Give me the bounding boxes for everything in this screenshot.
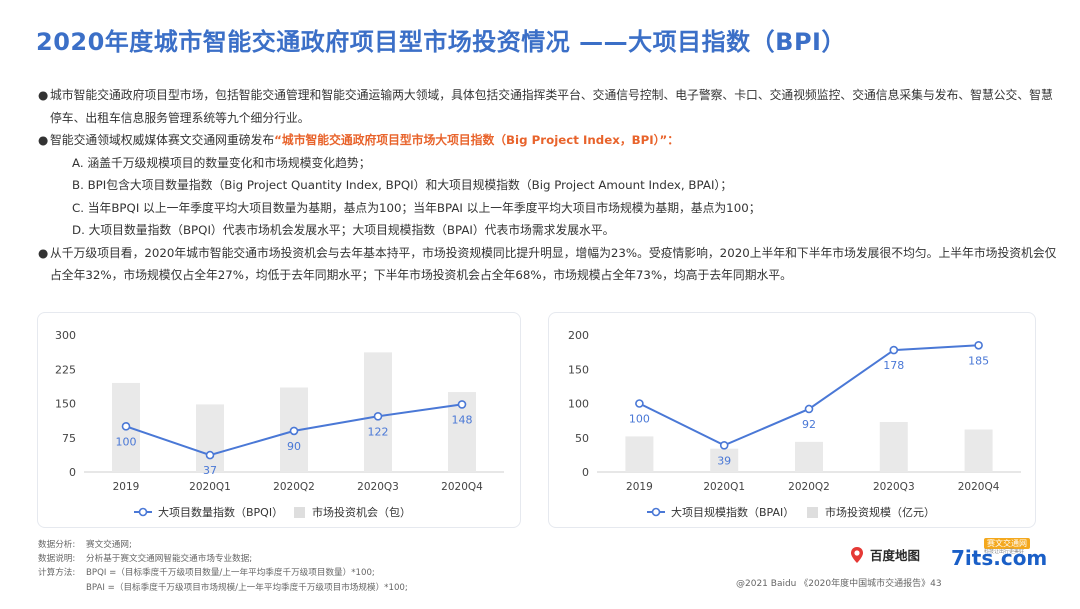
note-key: 数据分析: xyxy=(38,540,76,550)
bar xyxy=(196,404,224,472)
note-row: 数据说明: 分析基于赛文交通网智能交通市场专业数据; xyxy=(38,552,408,566)
data-label: 122 xyxy=(368,425,389,438)
data-label: 37 xyxy=(203,464,217,477)
sub-item-d: D. 大项目数量指数（BPQI）代表市场机会发展水平；大项目规模指数（BPAI）… xyxy=(72,223,615,237)
x-tick-label: 2019 xyxy=(113,481,140,493)
data-label: 92 xyxy=(802,418,816,431)
data-label: 185 xyxy=(968,354,989,367)
bar xyxy=(795,441,823,472)
y-tick-label: 150 xyxy=(568,363,589,376)
bullet-2-prefix: 智能交通领域权威媒体赛文交通网重磅发布 xyxy=(50,133,275,147)
data-point xyxy=(889,345,899,355)
legend-swatch-icon xyxy=(807,507,818,518)
data-label: 100 xyxy=(116,435,137,448)
x-tick-label: 2020Q1 xyxy=(189,481,231,493)
bullet-3-text: 从千万级项目看，2020年城市智能交通市场投资机会与去年基本持平，市场投资规模同… xyxy=(50,245,1057,283)
data-label: 178 xyxy=(883,359,904,372)
note-row: 计算方法: BPQI =（目标季度千万级项目数量/上一年平均季度千万级项目数量）*… xyxy=(38,566,408,580)
baidu-map-logo: 百度地图 xyxy=(848,545,920,564)
bullet-1-text: 城市智能交通政府项目型市场，包括智能交通管理和智能交通运输两大领域，具体包括交通… xyxy=(50,88,1053,125)
sevenits-badge: 赛文交通网 xyxy=(984,538,1030,549)
bullet-1: ● 城市智能交通政府项目型市场，包括智能交通管理和智能交通运输两大领域，具体包括… xyxy=(38,84,1058,129)
legend-marker-icon xyxy=(651,507,661,517)
data-label: 90 xyxy=(287,440,301,453)
bullet-2-highlight: “城市智能交通政府项目型市场大项目指数（Big Project Index，BP… xyxy=(274,133,680,147)
bar xyxy=(879,421,908,472)
y-tick-label: 100 xyxy=(568,398,589,411)
data-point xyxy=(635,399,644,408)
bullet-2: ● 智能交通领域权威媒体赛文交通网重磅发布“城市智能交通政府项目型市场大项目指数… xyxy=(38,129,1058,152)
note-key: 计算方法: xyxy=(38,568,76,579)
y-tick-label: 200 xyxy=(568,329,589,342)
bar xyxy=(625,436,654,472)
x-tick-label: 2020Q1 xyxy=(703,481,745,493)
note-row: BPAI =（目标季度千万级项目市场规模/上一年平均季度千万级项目市场规模）*1… xyxy=(38,581,408,595)
sub-item-b: B. BPI包含大项目数量指数（Big Project Quantity Ind… xyxy=(72,178,733,192)
baidu-logo-text: 百度地图 xyxy=(870,548,921,563)
x-tick-label: 2019 xyxy=(626,481,653,493)
data-label: 39 xyxy=(717,454,731,467)
bullet-dot-icon: ● xyxy=(38,245,49,260)
data-point xyxy=(373,411,383,421)
note-value: BPQI =（目标季度千万级项目数量/上一年平均季度千万级项目数量）*100; xyxy=(86,568,375,579)
chart-panel-bpai: 0 50 100 150 200 2019 2020Q1 2020Q2 2020Q3 2020Q4… xyxy=(548,312,1036,528)
x-tick-label: 2020Q3 xyxy=(873,481,915,493)
bullet-list: ● 城市智能交通政府项目型市场，包括智能交通管理和智能交通运输两大领域，具体包括… xyxy=(38,84,1058,287)
data-label: 148 xyxy=(452,413,473,426)
chart-panel-bpqi: 0 75 150 225 300 2019 2020Q1 2020Q2 2020Q3 2020Q4… xyxy=(37,312,521,528)
note-row: 数据分析: 赛文交通网; xyxy=(38,538,408,552)
x-tick-label: 2020Q2 xyxy=(788,481,830,493)
legend-swatch-icon xyxy=(294,507,305,518)
data-point xyxy=(719,440,729,450)
sevenits-slogan: 科技让出行更美好 xyxy=(984,549,1025,555)
bpqi-chart: 0 75 150 225 300 2019 2020Q1 2020Q2 2020Q3 2020Q4… xyxy=(55,329,504,519)
data-point xyxy=(205,450,215,460)
sevenits-logo: 7its.com 赛文交通网 科技让出行更美好 xyxy=(951,538,1047,572)
x-tick-label: 2020Q2 xyxy=(273,481,315,493)
note-key xyxy=(38,581,86,595)
legend-label: 大项目数量指数（BPQI） xyxy=(158,505,283,519)
data-point xyxy=(974,340,983,350)
data-point xyxy=(457,400,467,409)
bar xyxy=(710,448,739,472)
bullet-dot-icon: ● xyxy=(38,133,49,147)
y-tick-label: 50 xyxy=(575,432,589,445)
note-value: 分析基于赛文交通网智能交通市场专业数据; xyxy=(86,554,253,565)
bullet-3: ● 从千万级项目看，2020年城市智能交通市场投资机会与去年基本持平，市场投资规… xyxy=(38,242,1058,287)
data-point xyxy=(289,426,299,436)
page-title: 2020年度城市智能交通政府项目型市场投资情况 ——大项目指数（BPI） xyxy=(36,28,846,56)
map-pin-icon xyxy=(848,546,866,564)
bullet-2-text: 智能交通领域权威媒体赛文交通网重磅发布“城市智能交通政府项目型市场大项目指数（B… xyxy=(50,129,679,152)
y-tick-label: 75 xyxy=(62,432,76,445)
note-key: 数据说明: xyxy=(38,554,76,565)
sub-item-a: A. 涵盖千万级规模项目的数量变化和市场规模变化趋势； xyxy=(72,155,371,170)
sub-item-c: C. 当年BPQI 以上一年季度平均大项目数量为基期，基点为100；当年BPAI… xyxy=(72,200,761,215)
y-tick-label: 150 xyxy=(55,398,76,411)
y-tick-label: 0 xyxy=(69,466,76,479)
legend-label: 市场投资规模（亿元） xyxy=(825,505,935,519)
x-tick-label: 2020Q3 xyxy=(357,481,399,493)
legend-marker-icon xyxy=(138,507,148,517)
footer-credit: @2021 Baidu 《2020年度中国城市交通报告》43 xyxy=(736,579,942,589)
data-notes: 数据分析: 赛文交通网; 数据说明: 分析基于赛文交通网智能交通市场专业数据; 计算… xyxy=(38,538,408,595)
legend-label: 大项目规模指数（BPAI） xyxy=(671,505,794,519)
y-tick-label: 0 xyxy=(582,466,589,479)
note-value: BPAI =（目标季度千万级项目市场规模/上一年平均季度千万级项目市场规模）*1… xyxy=(86,582,408,593)
bar xyxy=(964,429,993,472)
data-label: 100 xyxy=(629,413,650,426)
bpai-chart: 0 50 100 150 200 2019 2020Q1 2020Q2 2020Q3 2020Q4… xyxy=(568,329,1021,519)
y-tick-label: 225 xyxy=(55,363,76,376)
data-point xyxy=(804,404,814,414)
note-value: 赛文交通网; xyxy=(86,540,132,550)
data-point xyxy=(121,422,131,431)
x-tick-label: 2020Q4 xyxy=(958,481,1000,493)
x-tick-label: 2020Q4 xyxy=(441,481,483,493)
y-tick-label: 300 xyxy=(55,329,76,342)
legend-label: 市场投资机会（包） xyxy=(312,505,411,519)
sevenits-logo-text: 7its.com xyxy=(951,546,1048,570)
bullet-dot-icon: ● xyxy=(38,88,49,102)
